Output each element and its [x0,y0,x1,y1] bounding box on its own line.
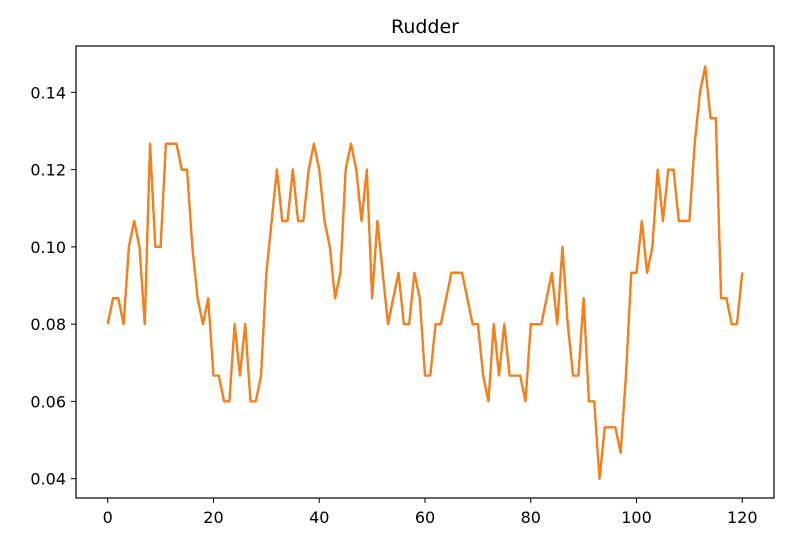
x-tick-label: 120 [727,508,758,527]
series-line-2 [106,65,744,480]
x-tick-label: 40 [309,508,329,527]
y-tick-label: 0.12 [30,161,66,180]
y-tick-label: 0.04 [30,470,66,489]
x-tick-label: 0 [103,508,113,527]
x-tick-label: 60 [415,508,435,527]
axes-layer: 0 20 40 60 80 100 120 0.04 0.06 0.08 0.10 0.12 0.14 [30,45,775,527]
axes-frame [75,45,775,499]
chart-title: Rudder [391,16,459,38]
x-tick-label: 80 [521,508,541,527]
x-tick-label: 20 [203,508,223,527]
x-tick-label: 100 [621,508,652,527]
y-tick-label: 0.06 [30,392,66,411]
y-tick-label: 0.10 [30,238,66,257]
y-tick-label: 0.08 [30,315,66,334]
series-layer [106,65,744,480]
y-tick-label: 0.14 [30,83,66,102]
